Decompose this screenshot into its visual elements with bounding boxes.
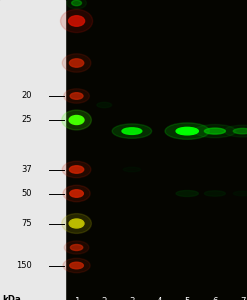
Text: 3: 3: [129, 297, 135, 300]
Ellipse shape: [205, 191, 225, 196]
Ellipse shape: [68, 16, 84, 26]
Ellipse shape: [64, 89, 89, 103]
Ellipse shape: [176, 127, 198, 135]
Ellipse shape: [62, 214, 91, 233]
Text: 4: 4: [157, 297, 162, 300]
Text: 75: 75: [21, 219, 32, 228]
Ellipse shape: [165, 123, 209, 139]
Ellipse shape: [122, 128, 142, 134]
Text: 6: 6: [212, 297, 218, 300]
Ellipse shape: [63, 185, 90, 202]
Text: 25: 25: [21, 116, 32, 124]
Text: 50: 50: [21, 189, 32, 198]
Ellipse shape: [69, 116, 84, 124]
Ellipse shape: [70, 93, 83, 99]
Text: kDa: kDa: [2, 296, 21, 300]
Text: 20: 20: [21, 92, 32, 100]
Bar: [0, 0, 65, 300]
Ellipse shape: [205, 128, 225, 134]
Ellipse shape: [67, 0, 86, 9]
Ellipse shape: [194, 124, 236, 138]
Ellipse shape: [61, 9, 93, 32]
Ellipse shape: [70, 190, 83, 197]
Ellipse shape: [62, 54, 91, 72]
Ellipse shape: [233, 191, 247, 196]
Ellipse shape: [69, 166, 84, 173]
Text: 150: 150: [16, 261, 32, 270]
Ellipse shape: [69, 219, 84, 228]
Ellipse shape: [63, 258, 90, 273]
Ellipse shape: [233, 128, 247, 134]
Ellipse shape: [112, 124, 152, 138]
Text: 37: 37: [21, 165, 32, 174]
Ellipse shape: [123, 167, 141, 172]
Ellipse shape: [70, 244, 83, 250]
Text: 2: 2: [102, 297, 107, 300]
Ellipse shape: [97, 102, 112, 108]
Ellipse shape: [70, 262, 83, 269]
Ellipse shape: [62, 161, 91, 178]
Text: 5: 5: [185, 297, 190, 300]
Ellipse shape: [224, 125, 247, 137]
Ellipse shape: [69, 59, 84, 67]
Ellipse shape: [62, 110, 91, 130]
Text: 7: 7: [240, 297, 245, 300]
Text: 1: 1: [74, 297, 79, 300]
Ellipse shape: [64, 241, 89, 254]
Ellipse shape: [72, 0, 82, 6]
Ellipse shape: [176, 190, 198, 196]
